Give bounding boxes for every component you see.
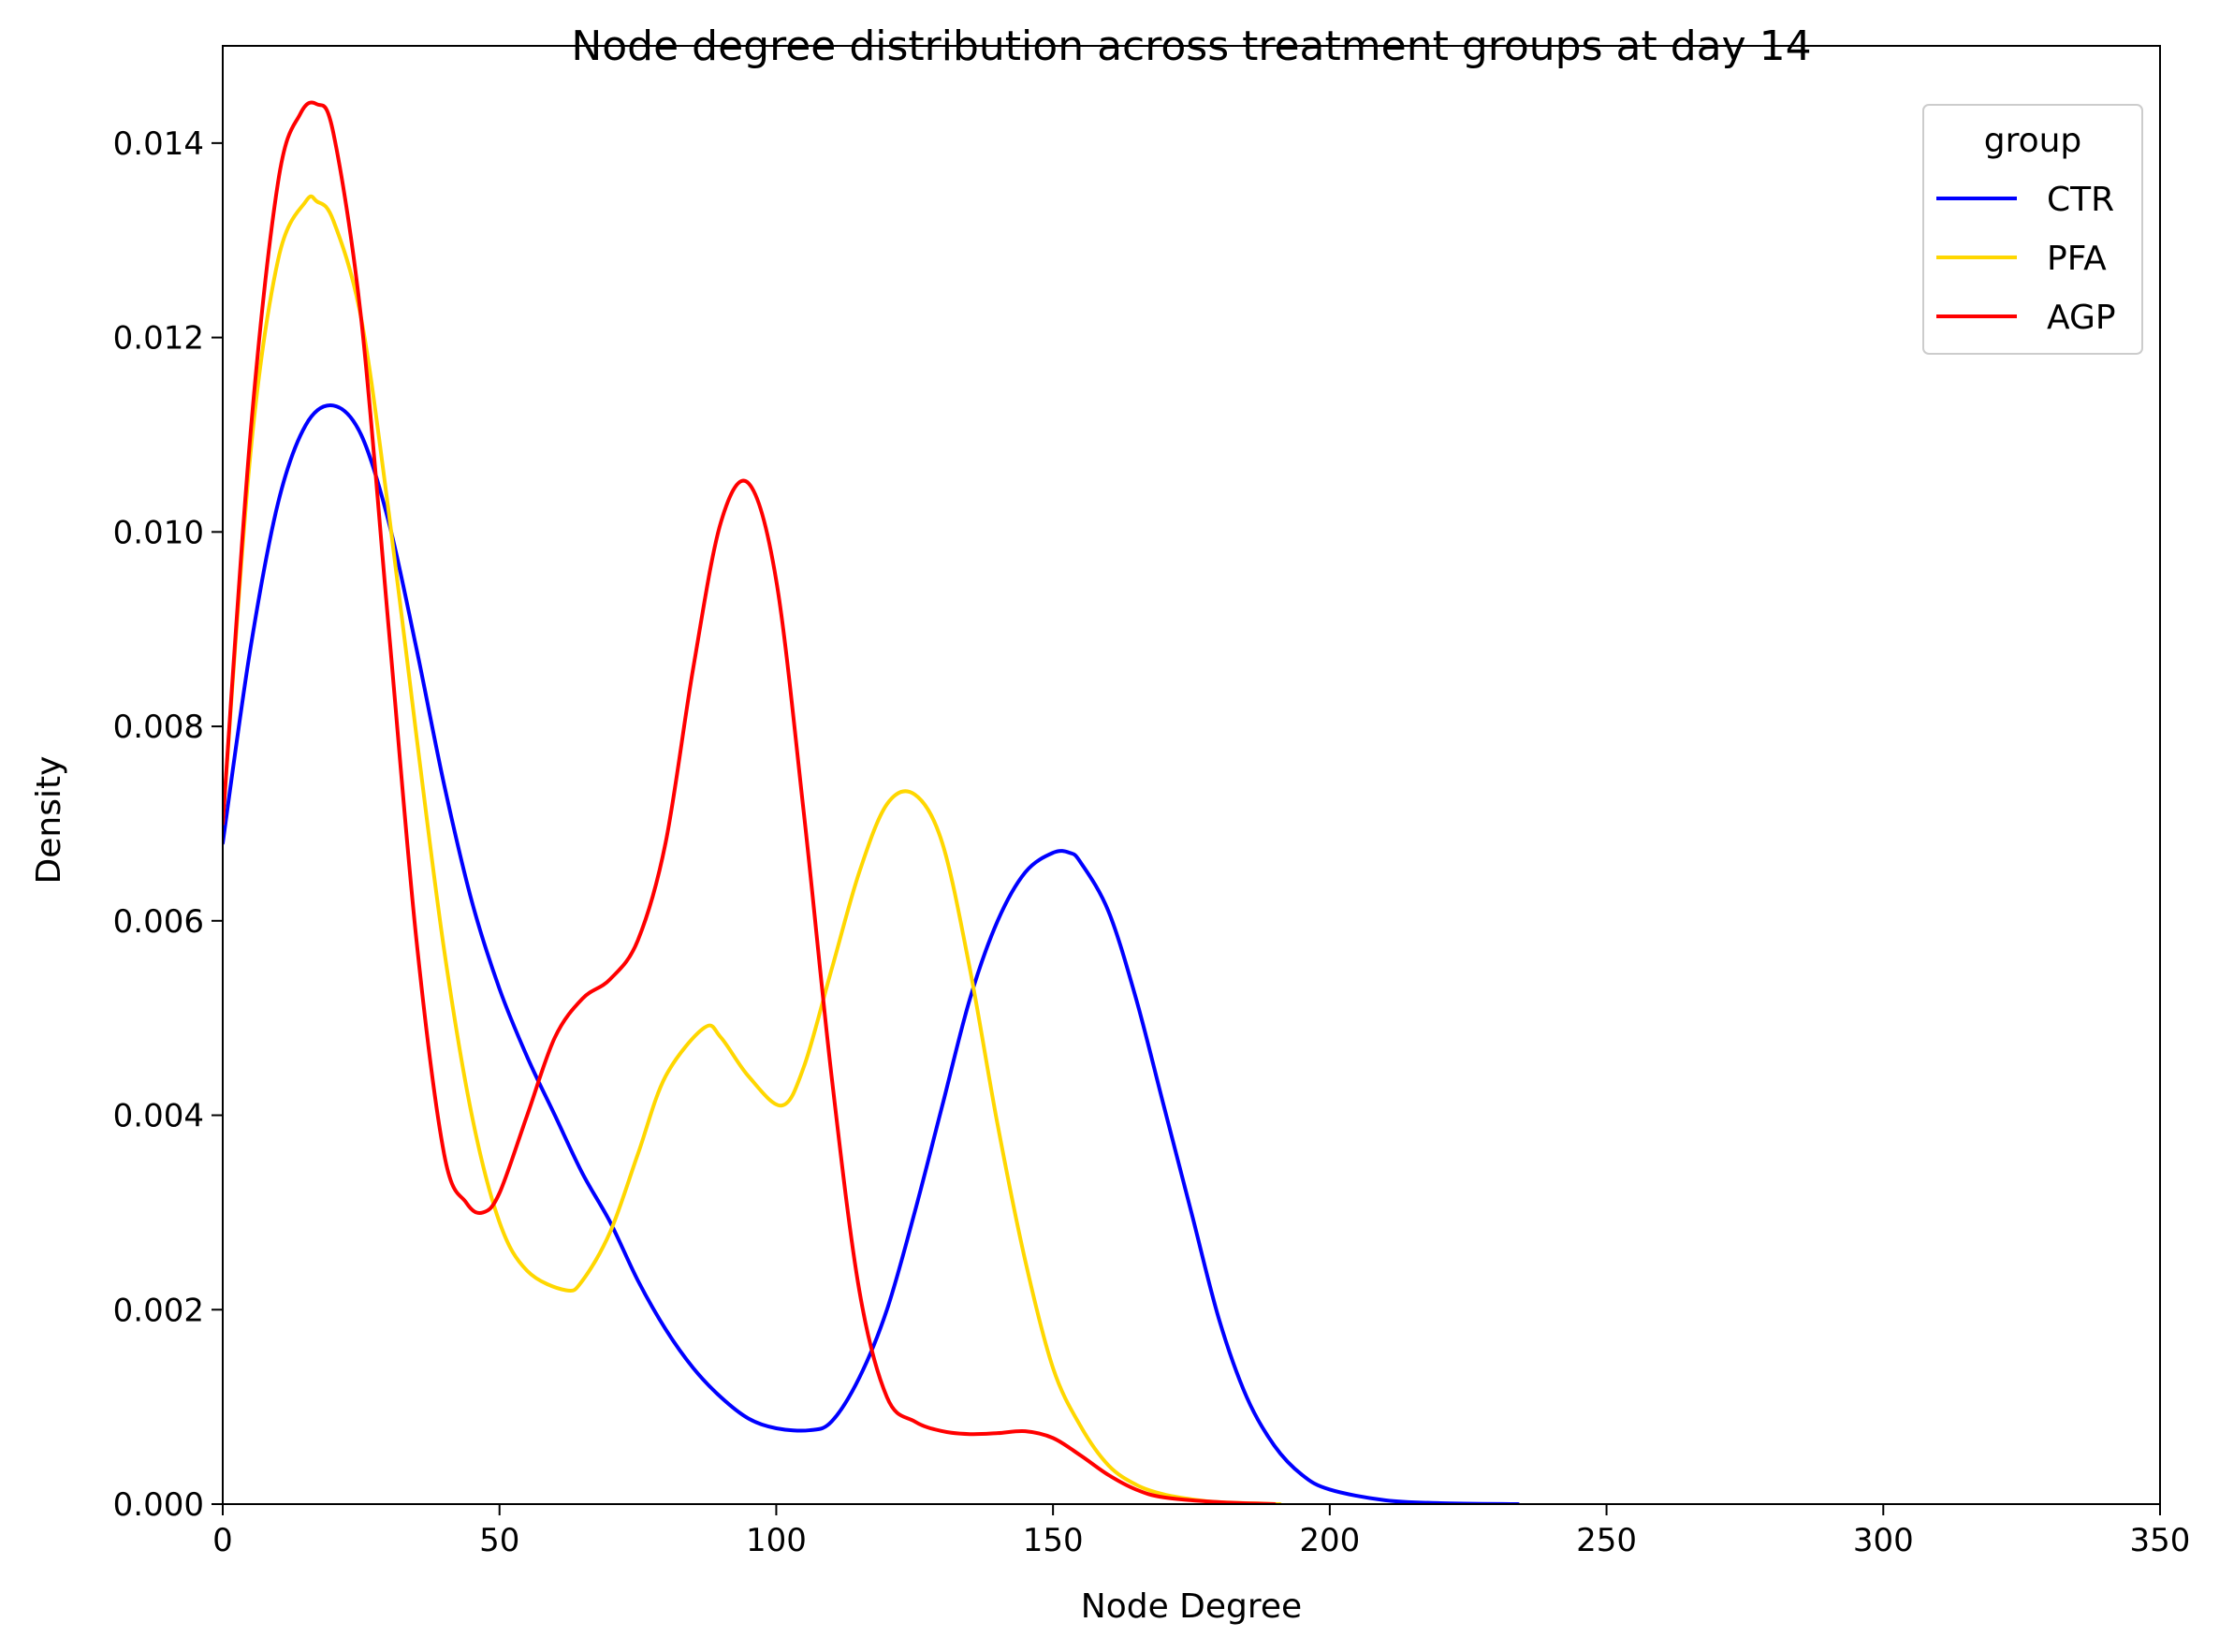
y-axis-label: Density: [30, 756, 68, 884]
series-line-ctr: [223, 403, 1520, 1504]
plot-area: [223, 100, 1520, 1504]
legend: group CTR PFA AGP: [1922, 104, 2143, 355]
y-tick-label: 0.002: [113, 1292, 204, 1329]
x-axis: 0 50 100 150 200 250 300 350: [212, 1504, 2190, 1559]
x-tick-label: 350: [2130, 1522, 2191, 1559]
y-tick-label: 0.014: [113, 125, 204, 163]
y-tick-label: 0.006: [113, 903, 204, 941]
legend-title: group: [1984, 122, 2082, 160]
legend-label-pfa: PFA: [2047, 240, 2107, 278]
x-tick-label: 0: [212, 1522, 233, 1559]
plot-frame: [222, 45, 2161, 1505]
series-line-pfa: [223, 194, 1282, 1504]
y-tick-label: 0.010: [113, 514, 204, 551]
legend-box: [1922, 104, 2143, 355]
y-axis: 0.000 0.002 0.004 0.006 0.008 0.010 0.012 0.014: [113, 125, 223, 1524]
y-tick-label: 0.004: [113, 1098, 204, 1135]
legend-label-ctr: CTR: [2047, 181, 2114, 219]
y-tick-label: 0.012: [113, 320, 204, 358]
x-tick-label: 100: [746, 1522, 807, 1559]
y-tick-label: 0.000: [113, 1486, 204, 1524]
x-tick-label: 200: [1299, 1522, 1360, 1559]
x-tick-label: 300: [1853, 1522, 1914, 1559]
legend-label-agp: AGP: [2047, 299, 2116, 337]
x-tick-label: 250: [1576, 1522, 1637, 1559]
x-tick-label: 50: [479, 1522, 519, 1559]
y-tick-label: 0.008: [113, 709, 204, 746]
x-axis-label: Node Degree: [1081, 1587, 1302, 1626]
series-line-agp: [223, 100, 1277, 1504]
x-tick-label: 150: [1023, 1522, 1084, 1559]
